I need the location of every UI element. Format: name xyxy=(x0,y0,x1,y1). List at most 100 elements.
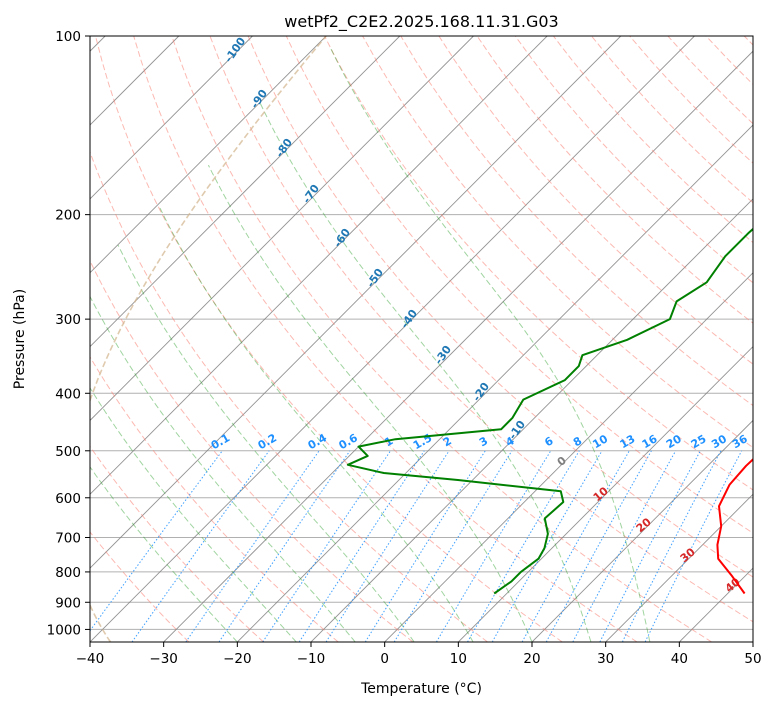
isotherm-line xyxy=(90,36,253,200)
dry-adiabat-label: -50 xyxy=(364,266,386,290)
dry-adiabat-line xyxy=(209,36,753,623)
frost-curve xyxy=(90,36,327,642)
mixing-ratio-label: 16 xyxy=(640,432,660,451)
dry-adiabat-line xyxy=(95,36,563,642)
mixing-ratio-line xyxy=(467,450,580,642)
dry-adiabat-label: -100 xyxy=(222,35,249,65)
isotherm-line xyxy=(90,36,695,642)
dry-adiabat-line xyxy=(90,531,190,642)
isotherm-line xyxy=(90,36,474,422)
mixing-ratio-label: 30 xyxy=(709,432,729,451)
moist-adiabat-line xyxy=(259,103,592,642)
dry-adiabat-line xyxy=(90,356,339,642)
y-tick-label: 800 xyxy=(55,565,81,581)
mixing-ratio-line xyxy=(393,450,513,642)
y-tick-label: 200 xyxy=(55,208,81,224)
mixing-ratio-label: 6 xyxy=(542,434,555,449)
moist-adiabat-line xyxy=(330,48,651,642)
moist-adiabat-line xyxy=(90,386,297,642)
mixing-ratio-line xyxy=(364,450,486,642)
isotherm-line xyxy=(458,345,753,642)
dry-adiabat-label: -70 xyxy=(300,182,322,206)
dry-adiabat-label: -20 xyxy=(470,380,492,404)
y-tick-label: 100 xyxy=(55,29,81,45)
isotherm-label: 30 xyxy=(678,545,698,565)
dewpoint-profile xyxy=(346,227,753,595)
dry-adiabat-line xyxy=(553,36,753,244)
chart-title: wetPf2_C2E2.2025.168.11.31.G03 xyxy=(284,12,558,32)
dry-adiabat-label: -80 xyxy=(273,136,295,160)
dry-adiabat-line xyxy=(400,36,753,407)
dry-adiabat-label: -40 xyxy=(398,307,420,331)
isotherm-line xyxy=(90,36,327,274)
axes-group: −40 −30 −20 −10 0 10 20 30 40 5010020030040050060… xyxy=(47,29,762,667)
x-tick-label: 20 xyxy=(523,651,540,667)
x-tick-label: 10 xyxy=(450,651,467,667)
dry-adiabat-line xyxy=(171,36,712,642)
dry-adiabat-label: -90 xyxy=(248,87,270,111)
isotherm-line xyxy=(90,36,622,569)
dry-adiabat-line xyxy=(743,36,753,46)
mixing-ratio-label: 25 xyxy=(689,432,709,451)
x-tick-label: −20 xyxy=(223,651,252,667)
x-tick-label: 0 xyxy=(380,651,389,667)
dry-adiabat-line xyxy=(90,150,488,642)
y-tick-label: 500 xyxy=(55,444,81,460)
mixing-ratio-label: 3 xyxy=(477,434,490,449)
mixing-ratio-line xyxy=(644,450,743,642)
y-tick-label: 400 xyxy=(55,386,81,402)
mixing-ratio-line xyxy=(185,450,320,642)
dry-adiabat-line xyxy=(438,36,753,365)
dry-adiabat-line xyxy=(285,36,753,534)
moist-adiabat-line xyxy=(90,295,356,642)
isotherm-line xyxy=(605,493,753,642)
background-lines-group xyxy=(90,36,753,642)
mixing-ratio-label: 0.2 xyxy=(256,431,279,452)
dry-adiabat-line xyxy=(514,36,753,284)
mixing-ratio-label: 0.1 xyxy=(209,431,232,452)
mixing-ratio-label: 13 xyxy=(618,432,638,451)
mixing-ratio-label: 8 xyxy=(571,434,584,449)
x-axis-label: Temperature (°C) xyxy=(360,681,482,697)
x-tick-label: −30 xyxy=(149,651,178,667)
dry-adiabat-line xyxy=(247,36,753,578)
mixing-ratio-label: 20 xyxy=(664,432,684,451)
moist-adiabat-line xyxy=(159,207,474,642)
isotherm-label: 0 xyxy=(555,454,569,469)
y-tick-label: 600 xyxy=(55,491,81,507)
mixing-ratio-line xyxy=(435,450,552,642)
x-tick-label: 40 xyxy=(671,651,688,667)
mixing-ratio-line xyxy=(131,450,270,642)
isotherm-line xyxy=(163,50,753,642)
x-tick-label: 30 xyxy=(597,651,614,667)
mixing-ratio-line xyxy=(325,450,450,642)
moist-adiabat-line xyxy=(90,466,238,642)
mixing-ratio-line xyxy=(218,450,351,642)
mixing-ratio-line xyxy=(90,450,223,632)
dry-adiabat-line xyxy=(362,36,753,449)
mixing-ratio-line xyxy=(621,450,722,642)
isotherm-line xyxy=(237,124,753,642)
moist-adiabat-line xyxy=(207,164,533,642)
mixing-ratio-label: 1.5 xyxy=(411,431,434,452)
dry-adiabat-line xyxy=(90,445,264,642)
x-tick-label: −10 xyxy=(297,651,326,667)
mixing-ratio-line xyxy=(262,450,391,642)
mixing-ratio-line xyxy=(599,450,701,642)
dry-adiabat-line xyxy=(90,259,414,642)
isotherm-label: 20 xyxy=(634,515,654,535)
isotherm-line xyxy=(531,419,753,642)
y-tick-label: 1000 xyxy=(47,622,81,638)
y-tick-label: 700 xyxy=(55,531,81,547)
y-axis-label: Pressure (hPa) xyxy=(12,289,28,389)
isotherm-line xyxy=(90,36,401,348)
mixing-ratio-line xyxy=(298,450,425,642)
x-tick-label: −40 xyxy=(76,651,105,667)
isotherm-line xyxy=(384,272,753,642)
y-tick-label: 900 xyxy=(55,595,81,611)
dry-adiabat-label: -30 xyxy=(432,343,454,367)
isotherm-line xyxy=(90,36,548,495)
mixing-ratio-line xyxy=(521,450,630,642)
mixing-ratio-line xyxy=(572,450,677,642)
